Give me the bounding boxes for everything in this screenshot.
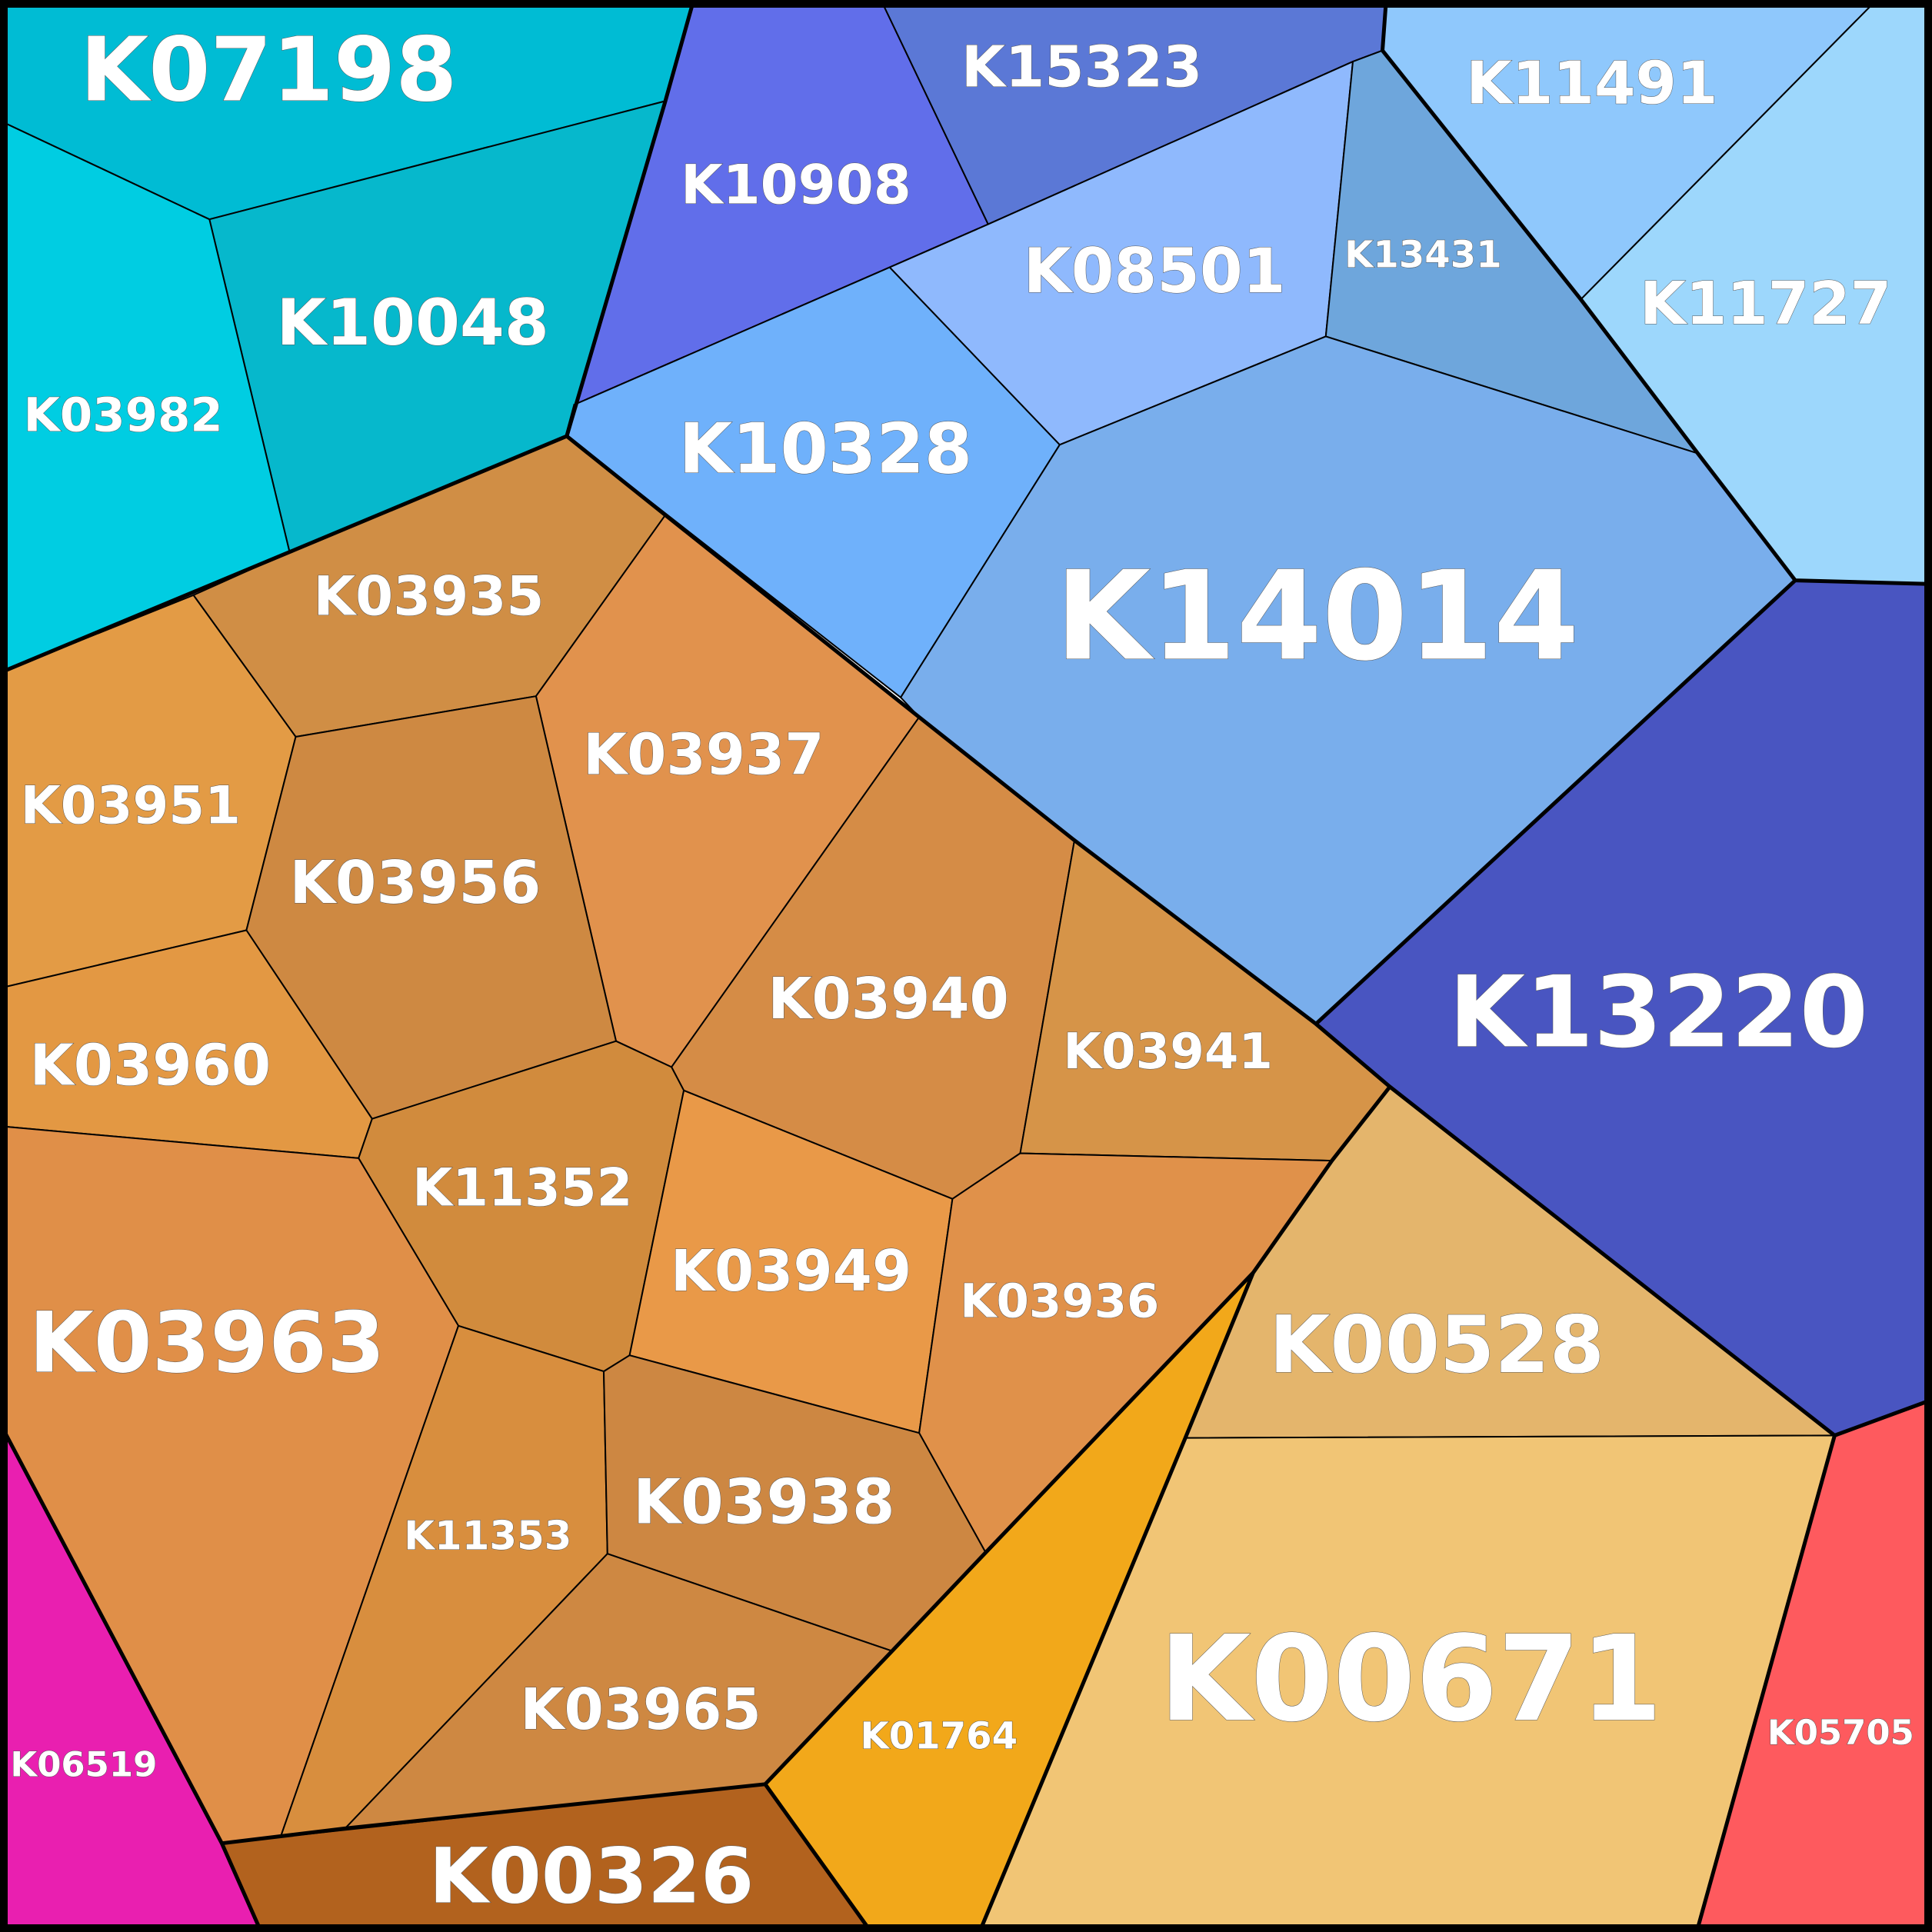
cell-label-k11491: K11491: [1466, 49, 1717, 118]
cell-label-k03982: K03982: [24, 388, 223, 442]
cell-label-k03963: K03963: [28, 1294, 385, 1392]
group-border-blue-top: [1381, 0, 1932, 586]
cell-label-k11352: K11352: [412, 1158, 632, 1217]
cell-label-k03936: K03936: [960, 1274, 1159, 1328]
cell-label-k06519: K06519: [10, 1744, 157, 1785]
cell-label-k11353: K11353: [404, 1514, 571, 1560]
cell-label-k03937: K03937: [583, 723, 824, 788]
cell-label-k03935: K03935: [314, 565, 545, 628]
cell-label-k13220: K13220: [1449, 955, 1868, 1070]
cell-label-k15323: K15323: [961, 35, 1202, 101]
cell-label-k10908: K10908: [681, 153, 911, 216]
cell-label-k07198: K07198: [80, 18, 457, 122]
cell-label-k10328: K10328: [679, 410, 973, 490]
cell-label-k13431: K13431: [1344, 234, 1502, 277]
cell-label-k00671: K00671: [1159, 1611, 1662, 1748]
cell-label-k03940: K03940: [768, 967, 1008, 1032]
cell-label-k03938: K03938: [633, 1466, 895, 1537]
group-border-brown-top: [222, 1782, 766, 1846]
cell-label-k05705: K05705: [1767, 1712, 1914, 1753]
cell-label-k00326: K00326: [429, 1832, 754, 1920]
cell-label-k03951: K03951: [21, 776, 241, 836]
cell-label-k08501: K08501: [1024, 235, 1286, 307]
group-border-blue-orange: [565, 403, 1932, 1437]
cell-label-k00528: K00528: [1269, 1300, 1604, 1391]
cell-label-k03941: K03941: [1063, 1024, 1273, 1081]
cell-label-k03949: K03949: [671, 1239, 911, 1304]
cell-label-k03956: K03956: [289, 849, 541, 918]
group-border-amber: [763, 1271, 1255, 1932]
group-border-red: [1694, 1434, 1837, 1932]
cell-label-k10048: K10048: [277, 285, 549, 360]
cell-label-k01764: K01764: [861, 1714, 1018, 1757]
cell-label-k03965: K03965: [520, 1677, 761, 1743]
cell-label-k14014: K14014: [1055, 545, 1579, 688]
labels-layer: K07198 K10048 K03982 K10908 K15323 K08501 K134…: [10, 18, 1914, 1921]
group-border-dark-blue: [1314, 578, 1797, 1026]
cell-label-k03960: K03960: [30, 1033, 271, 1098]
cell-label-k11727: K11727: [1640, 270, 1891, 338]
